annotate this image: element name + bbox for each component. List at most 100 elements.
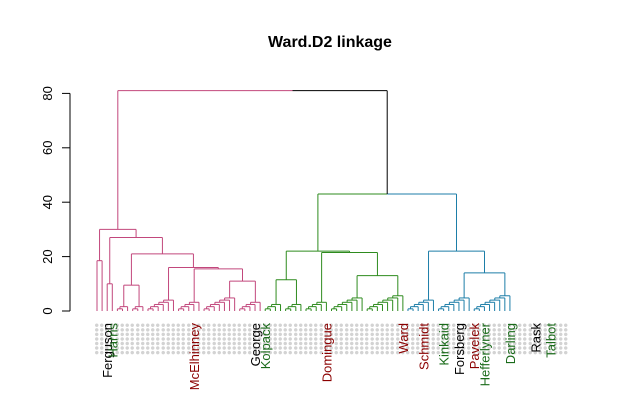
leaf-label-faint: ••••••• bbox=[308, 323, 323, 355]
leaf-label-faint: ••••••• bbox=[171, 323, 186, 355]
leaf-label-faint: ••••••• bbox=[385, 323, 400, 355]
leaf-label-faint: ••••••• bbox=[196, 323, 211, 355]
leaf-label-faint: ••••••• bbox=[165, 323, 180, 355]
leaf-label-faint: ••••••• bbox=[466, 323, 481, 355]
leaf-label: Forsberg bbox=[452, 323, 467, 375]
leaf-label-faint: ••••••• bbox=[237, 323, 252, 355]
leaf-label-faint: ••••••• bbox=[553, 323, 568, 355]
leaf-label-faint: ••••••• bbox=[114, 323, 129, 355]
dendrogram-tree bbox=[96, 90, 511, 311]
leaf-label-faint: ••••••• bbox=[89, 323, 104, 355]
leaf-label-faint: ••••••• bbox=[145, 323, 160, 355]
leaf-label-faint: ••••••• bbox=[548, 323, 563, 355]
leaf-label: Talbot bbox=[544, 323, 559, 358]
y-tick-label: 60 bbox=[40, 141, 55, 155]
leaf-label-faint: ••••••• bbox=[318, 323, 333, 355]
leaf-label-faint: ••••••• bbox=[125, 323, 140, 355]
leaf-label: Ward bbox=[396, 323, 411, 354]
leaf-label-faint: ••••••• bbox=[140, 323, 155, 355]
leaf-label-faint: ••••••• bbox=[400, 323, 415, 355]
leaf-label-faint: ••••••• bbox=[298, 323, 313, 355]
leaf-label-faint: ••••••• bbox=[390, 323, 405, 355]
leaf-label-faint: ••••••• bbox=[293, 323, 308, 355]
leaf-label-faint: ••••••• bbox=[191, 323, 206, 355]
leaf-label-faint: ••••••• bbox=[339, 323, 354, 355]
leaf-label: Kolpack bbox=[258, 323, 273, 370]
leaf-label: McElhinney bbox=[187, 323, 202, 391]
leaf-label-faint: ••••••• bbox=[329, 323, 344, 355]
leaf-label-faint: ••••••• bbox=[313, 323, 328, 355]
leaf-label-faint: ••••••• bbox=[176, 323, 191, 355]
leaf-label-faint: ••••••• bbox=[303, 323, 318, 355]
leaf-label: Kinkaid bbox=[437, 323, 452, 366]
leaf-label-faint: ••••••• bbox=[206, 323, 221, 355]
leaf-label: George bbox=[248, 323, 263, 366]
leaf-label-faint: ••••••• bbox=[369, 323, 384, 355]
leaf-label-faint: ••••••• bbox=[395, 323, 410, 355]
leaf-label-faint: ••••••• bbox=[527, 323, 542, 355]
leaf-label-faint: ••••••• bbox=[267, 323, 282, 355]
leaf-label-faint: ••••••• bbox=[451, 323, 466, 355]
leaf-label-faint: ••••••• bbox=[538, 323, 553, 355]
leaf-label: Rask bbox=[528, 323, 543, 353]
leaf-label-faint: ••••••• bbox=[155, 323, 170, 355]
leaf-label-faint: ••••••• bbox=[257, 323, 272, 355]
leaf-label-faint: ••••••• bbox=[512, 323, 527, 355]
leaf-label-faint: ••••••• bbox=[543, 323, 558, 355]
leaf-label-faint: ••••••• bbox=[120, 323, 135, 355]
leaf-label-faint: ••••••• bbox=[364, 323, 379, 355]
leaf-label-faint: ••••••• bbox=[431, 323, 446, 355]
y-tick-label: 20 bbox=[40, 249, 55, 263]
leaf-label-faint: ••••••• bbox=[211, 323, 226, 355]
leaf-label-faint: ••••••• bbox=[94, 323, 109, 355]
leaf-label-faint: ••••••• bbox=[99, 323, 114, 355]
leaf-label-faint: ••••••• bbox=[324, 323, 339, 355]
leaf-label-faint: ••••••• bbox=[507, 323, 522, 355]
leaf-label-faint: ••••••• bbox=[405, 323, 420, 355]
leaf-label-faint: ••••••• bbox=[252, 323, 267, 355]
y-tick-label: 0 bbox=[40, 307, 55, 314]
leaf-label-faint: ••••••• bbox=[150, 323, 165, 355]
leaf-label: Ferguson bbox=[100, 323, 115, 378]
leaf-label-faint: ••••••• bbox=[222, 323, 237, 355]
leaf-label-faint: ••••••• bbox=[160, 323, 175, 355]
leaf-label-faint: ••••••• bbox=[476, 323, 491, 355]
leaf-label: Harris bbox=[105, 323, 120, 358]
leaf-label-faint: ••••••• bbox=[502, 323, 517, 355]
leaf-label-faint: ••••••• bbox=[216, 323, 231, 355]
leaf-label: Domingue bbox=[319, 323, 334, 382]
leaf-label-faint: ••••••• bbox=[232, 323, 247, 355]
leaf-label: Hefferlyner bbox=[477, 322, 492, 386]
leaf-label-faint: ••••••• bbox=[201, 323, 216, 355]
leaf-label-faint: ••••••• bbox=[487, 323, 502, 355]
leaf-label-faint: ••••••• bbox=[441, 323, 456, 355]
leaf-label-faint: ••••••• bbox=[415, 323, 430, 355]
leaf-label-faint: ••••••• bbox=[130, 323, 145, 355]
leaf-label-faint: ••••••• bbox=[446, 323, 461, 355]
leaf-label-faint: ••••••• bbox=[482, 323, 497, 355]
y-tick-label: 80 bbox=[40, 86, 55, 100]
chart-title: Ward.D2 linkage bbox=[268, 34, 392, 51]
leaf-label: Darling bbox=[503, 323, 518, 364]
leaf-label-faint: ••••••• bbox=[242, 323, 257, 355]
leaf-label-faint: ••••••• bbox=[273, 323, 288, 355]
leaf-label-faint: ••••••• bbox=[558, 323, 573, 355]
leaf-label-faint: ••••••• bbox=[522, 323, 537, 355]
leaf-label-faint: ••••••• bbox=[497, 323, 512, 355]
leaf-label-faint: ••••••• bbox=[354, 323, 369, 355]
leaf-label-faint: ••••••• bbox=[374, 323, 389, 355]
leaf-label-faint: ••••••• bbox=[456, 323, 471, 355]
y-axis: 0 20 40 60 80 bbox=[40, 86, 71, 315]
leaf-label-faint: ••••••• bbox=[349, 323, 364, 355]
leaf-label-faint: ••••••• bbox=[344, 323, 359, 355]
leaf-label-faint: ••••••• bbox=[135, 323, 150, 355]
leaf-label-faint: ••••••• bbox=[471, 323, 486, 355]
leaf-label-faint: ••••••• bbox=[461, 323, 476, 355]
leaf-label-faint: ••••••• bbox=[359, 323, 374, 355]
leaf-label: Schmidt bbox=[416, 323, 431, 370]
leaf-label: Pavelek bbox=[467, 323, 482, 370]
leaf-label-faint: ••••••• bbox=[262, 323, 277, 355]
leaf-label-faint: ••••••• bbox=[436, 323, 451, 355]
leaf-label-faint: ••••••• bbox=[334, 323, 349, 355]
